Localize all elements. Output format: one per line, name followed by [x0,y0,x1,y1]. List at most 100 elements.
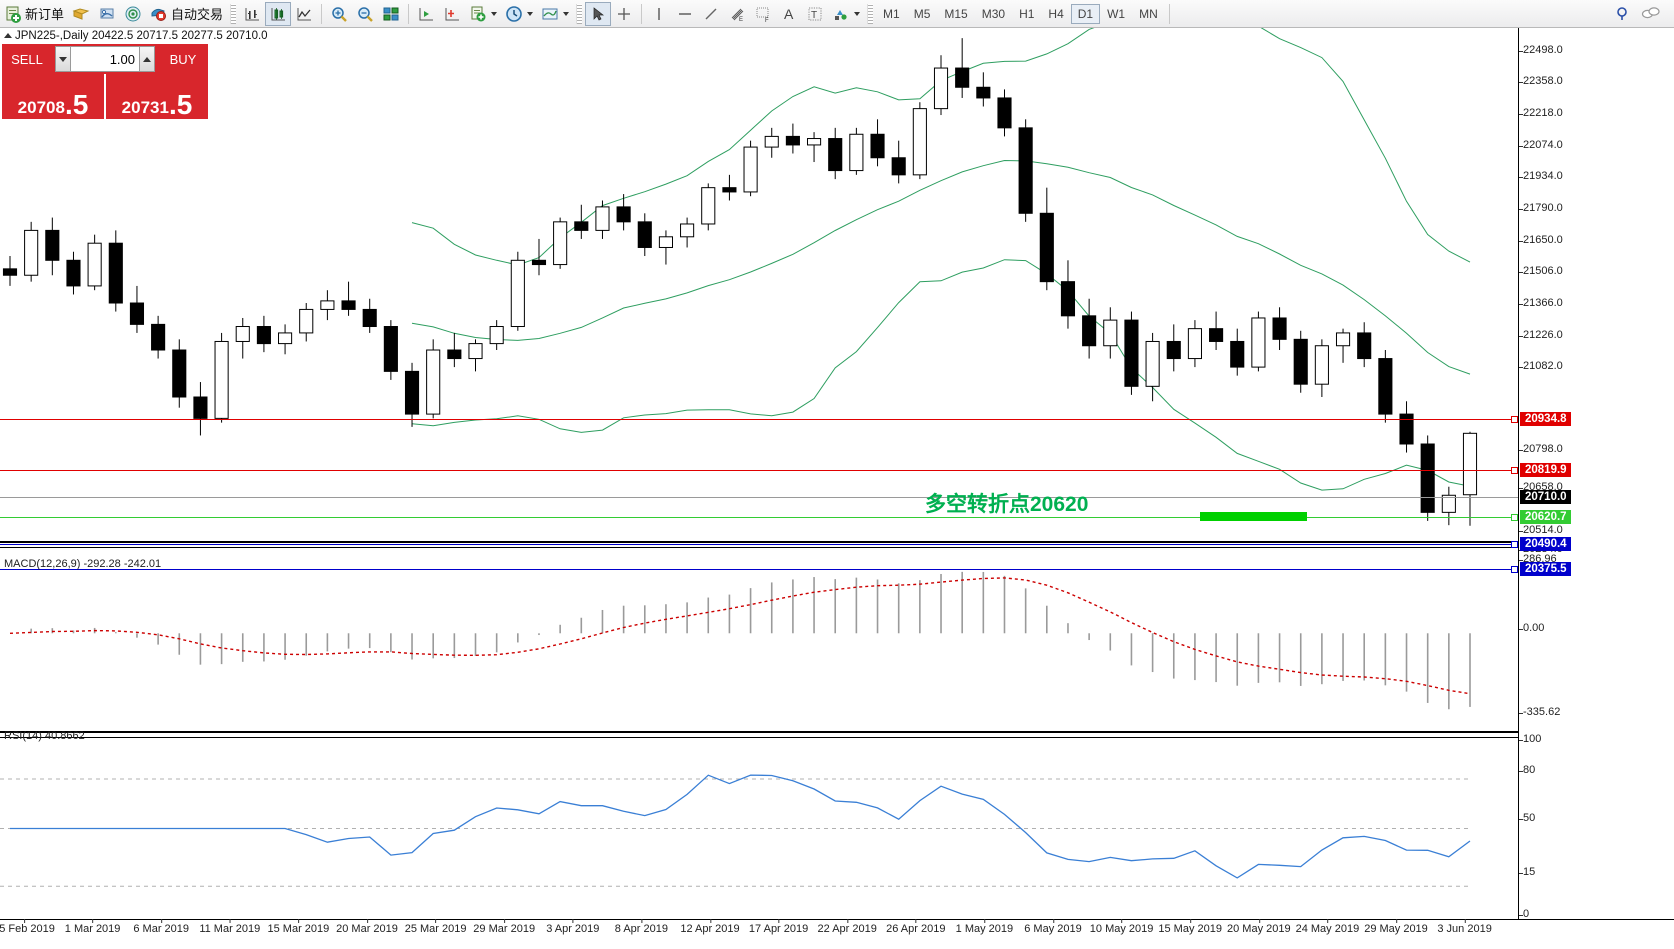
price-axis[interactable]: 22498.0 22358.0 22218.0 22074.0 21934.0 … [1518,28,1674,920]
chat-button[interactable] [1636,2,1664,26]
price-label-20620[interactable]: 20620.7 [1520,510,1571,524]
label-button[interactable]: T [802,2,828,26]
objects-button[interactable] [828,2,864,26]
level-line-20490[interactable] [0,544,1518,545]
volume-increment-button[interactable] [139,46,155,72]
channel-button[interactable]: F [750,2,776,26]
collapse-triangle-icon[interactable] [4,33,12,39]
price-label-20934[interactable]: 20934.8 [1520,412,1571,426]
price-label-20710[interactable]: 20710.0 [1520,490,1571,504]
rsi-tick-3: 15 [1518,866,1536,878]
period-button[interactable] [501,2,537,26]
sell-button[interactable]: SELL [2,44,52,74]
timeframe-h4[interactable]: H4 [1048,6,1064,21]
new-order-icon [6,6,21,23]
toolbar-separator-4 [1168,3,1170,24]
publish-button[interactable] [94,2,120,26]
period-caret-icon[interactable] [527,11,534,16]
vertical-line-button[interactable] [646,2,672,26]
level-line-20375[interactable] [0,569,1518,570]
autoscroll-icon [445,7,460,20]
toolbar-grip-2[interactable] [576,3,583,24]
navigator-button[interactable] [120,2,146,26]
oct-price-row: 20708 .5 20731 .5 [2,74,208,119]
rsi-pane[interactable] [0,737,1518,919]
indicators-button[interactable] [465,2,501,26]
price-tick-10: 21082.0 [1519,360,1563,372]
timeframe-m1[interactable]: M1 [883,6,900,21]
buy-price-button[interactable]: 20731 .5 [106,74,208,119]
autoscroll-button[interactable] [439,2,465,26]
timeframe-w1[interactable]: W1 [1107,6,1126,21]
macd-label: MACD(12,26,9) -292.28 -242.01 [4,558,162,570]
search-button[interactable] [1610,2,1636,26]
price-label-20819[interactable]: 20819.9 [1520,463,1571,477]
line-chart-button[interactable] [291,2,317,26]
buy-button[interactable]: BUY [158,44,208,74]
label-icon: T [808,7,822,21]
oct-top-row: SELL 1.00 BUY [2,44,208,74]
level-line-20934[interactable] [0,419,1518,420]
level-line-20620[interactable] [0,517,1518,518]
folder-button[interactable] [68,2,94,26]
horizontal-line-button[interactable] [672,2,698,26]
toolbar-grip-1[interactable] [230,3,237,24]
date-tick-5: 20 Mar 2019 [336,919,398,935]
auto-trade-icon [151,8,167,21]
price-tick-0: 22498.0 [1519,44,1563,56]
folder-icon [72,7,90,20]
templates-caret-icon[interactable] [563,11,570,16]
candlestick-chart-button[interactable] [265,1,292,26]
volume-input[interactable]: 1.00 [71,46,139,72]
sell-price-integer: 20708 [17,98,65,117]
timeframe-m30[interactable]: M30 [981,6,1006,21]
sell-price-button[interactable]: 20708 .5 [2,74,104,119]
volume-stepper[interactable]: 1.00 [52,44,158,74]
zoom-out-button[interactable] [352,2,378,26]
price-label-20490[interactable]: 20490.4 [1520,537,1571,551]
bar-chart-icon [245,7,260,20]
level-line-20819[interactable] [0,470,1518,471]
date-tick-14: 1 May 2019 [955,919,1014,935]
main-toolbar: 新订单 自动交易 [0,0,1674,28]
timeframe-m5[interactable]: M5 [913,6,931,21]
indicators-caret-icon[interactable] [491,11,498,16]
text-button[interactable]: A [776,2,802,26]
zoom-in-button[interactable] [326,2,352,26]
new-order-button[interactable]: 新订单 [0,2,68,26]
cursor-button[interactable] [585,1,612,26]
date-tick-10: 12 Apr 2019 [680,919,740,935]
crosshair-button[interactable] [611,2,637,26]
date-axis[interactable]: 25 Feb 2019 1 Mar 2019 6 Mar 2019 11 Mar 20… [0,919,1674,949]
tile-windows-button[interactable] [378,2,404,26]
macd-pane[interactable] [0,547,1518,733]
timeframe-m15[interactable]: M15 [944,6,968,21]
level-line-20710[interactable] [0,497,1518,498]
buy-price-decimal: .5 [168,88,193,120]
templates-button[interactable] [537,2,573,26]
timeframe-d1[interactable]: D1 [1070,3,1101,24]
date-tick-7: 29 Mar 2019 [473,919,536,935]
search-icon [1617,6,1627,20]
buy-price-integer: 20731 [121,98,169,117]
toolbar-separator-2 [408,3,410,24]
date-tick-20: 29 May 2019 [1364,919,1428,935]
price-pane[interactable] [0,1,1518,543]
one-click-trading-panel[interactable]: SELL 1.00 BUY 20708 .5 20731 .5 [2,44,208,119]
auto-trade-button[interactable]: 自动交易 [146,2,227,26]
date-tick-9: 8 Apr 2019 [614,919,668,935]
symbol-header-text: JPN225-,Daily 20422.5 20717.5 20277.5 20… [15,30,268,42]
timeframe-h1[interactable]: H1 [1019,6,1035,21]
price-tick-6: 21650.0 [1519,234,1563,246]
toolbar-grip-3[interactable] [867,3,874,24]
timeframe-mn[interactable]: MN [1139,6,1158,21]
trendline-button[interactable] [698,2,724,26]
bar-chart-button[interactable] [239,2,265,26]
fibo-button[interactable]: E [724,2,750,26]
volume-decrement-button[interactable] [55,46,71,72]
price-label-20375[interactable]: 20375.5 [1520,562,1571,576]
hline-icon [679,12,692,15]
shift-end-button[interactable] [413,2,439,26]
objects-caret-icon[interactable] [854,11,861,16]
